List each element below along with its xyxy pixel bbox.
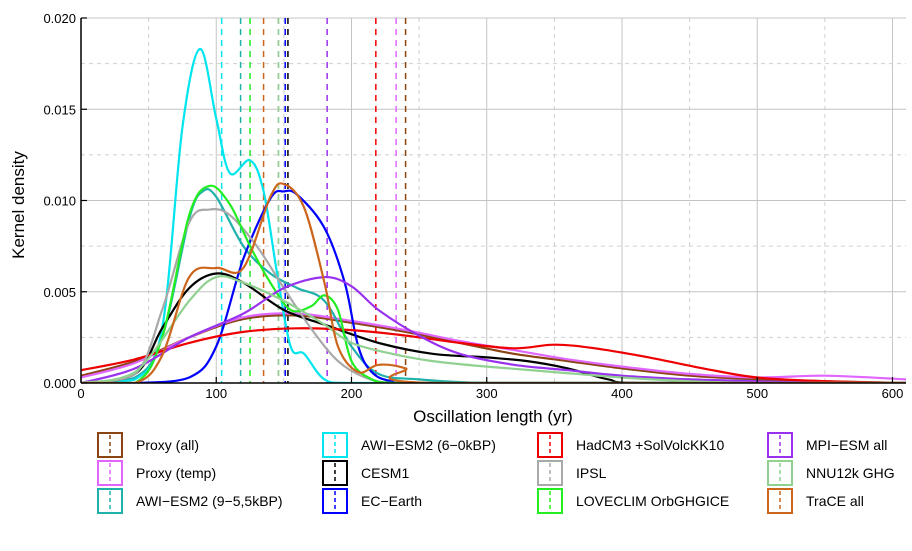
x-tick-label: 100 [205,386,227,401]
x-tick-label: 300 [476,386,498,401]
legend-label: EC−Earth [361,493,422,509]
legend-label: TraCE all [806,493,864,509]
density-curve-mpi-esm-all [81,275,906,383]
legend-label: AWI−ESM2 (9−5,5kBP) [136,493,283,509]
density-curves [81,47,906,383]
mean-lines [220,18,407,383]
density-curve-loveclim-orbghgice [81,184,906,383]
legend-item-proxy-temp: Proxy (temp) [97,460,216,486]
legend-item-nnu12k-ghg: NNU12k GHG [767,460,895,486]
x-tick-label: 200 [341,386,363,401]
legend-item-awi-esm2-9-5-5kbp: AWI−ESM2 (9−5,5kBP) [97,488,283,514]
density-curve-ipsl [81,207,906,383]
legend-label: LOVECLIM OrbGHGICE [576,493,729,509]
legend-item-ipsl: IPSL [537,460,607,486]
legend-label: AWI−ESM2 (6−0kBP) [361,437,496,453]
y-tick-label: 0.000 [43,376,76,391]
legend-item-cesm1: CESM1 [322,460,409,486]
x-tick-label: 0 [77,386,84,401]
y-tick-label: 0.015 [43,102,76,117]
y-tick-label: 0.020 [43,11,76,26]
legend-item-loveclim-orbghgice: LOVECLIM OrbGHGICE [537,488,729,514]
x-tick-label: 400 [611,386,633,401]
legend-item-awi-esm2-6-0kbp: AWI−ESM2 (6−0kBP) [322,432,496,458]
legend-item-ec-earth: EC−Earth [322,488,422,514]
legend-item-mpi-esm-all: MPI−ESM all [767,432,887,458]
density-curve-trace-all [81,182,906,383]
y-tick-label: 0.010 [43,194,76,209]
density-curve-awi-esm2-6-0kbp [81,47,906,383]
axes: 0 100 200 300 400 500 600 0.000 0.005 0.010 0.015 0… [43,11,906,401]
density-curve-awi-esm2-9-5-5kbp [81,187,906,383]
y-axis-label: Kernel density [9,151,28,259]
legend-label: MPI−ESM all [806,437,887,453]
density-curve-proxy-all [81,314,906,383]
legend-label: IPSL [576,465,607,481]
legend-label: Proxy (all) [136,437,199,453]
legend-item-hadcm3-solvolckk10: HadCM3 +SolVolcKK10 [537,432,724,458]
legend-item-trace-all: TraCE all [767,488,864,514]
legend: Proxy (all) Proxy (temp) AWI−ESM2 (9−5,5kB… [97,432,895,514]
legend-label: NNU12k GHG [806,465,895,481]
legend-label: HadCM3 +SolVolcKK10 [576,437,724,453]
gridlines [80,17,906,384]
density-curve-hadcm3-solvolckk10 [81,327,906,383]
legend-item-proxy-all: Proxy (all) [97,432,199,458]
y-tick-label: 0.005 [43,285,76,300]
legend-label: CESM1 [361,465,409,481]
density-curve-ec-earth [81,189,906,383]
x-axis-label: Oscillation length (yr) [413,407,573,426]
legend-label: Proxy (temp) [136,465,216,481]
density-curve-nnu12k-ghg [81,275,906,383]
x-tick-label: 500 [746,386,768,401]
x-tick-label: 600 [882,386,904,401]
